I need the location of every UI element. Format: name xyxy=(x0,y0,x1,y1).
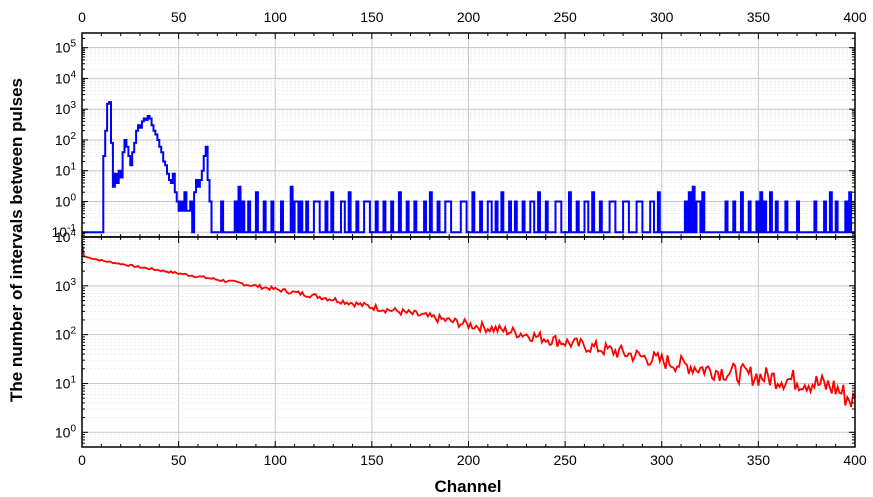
series-line xyxy=(82,101,855,234)
x-tick-label: 300 xyxy=(650,452,674,468)
y-tick-label: 100 xyxy=(55,423,77,440)
top-x-tick-label: 200 xyxy=(457,9,481,25)
x-tick-label: 250 xyxy=(553,452,577,468)
x-tick-label: 0 xyxy=(78,452,86,468)
y-tick-label: 104 xyxy=(55,228,77,245)
x-tick-label: 50 xyxy=(171,452,187,468)
data-layer xyxy=(81,101,856,408)
top-x-tick-label: 0 xyxy=(78,9,86,25)
top-x-tick-label: 50 xyxy=(171,9,187,25)
x-axis-label: Channel xyxy=(434,477,501,496)
y-tick-label: 103 xyxy=(55,277,77,294)
series-line xyxy=(81,241,856,408)
y-tick-label: 101 xyxy=(55,162,77,179)
top-x-tick-label: 250 xyxy=(553,9,577,25)
x-tick-label: 400 xyxy=(843,452,867,468)
x-tick-label: 150 xyxy=(360,452,384,468)
top-x-tick-label: 100 xyxy=(264,9,288,25)
x-tick-label: 100 xyxy=(264,452,288,468)
y-tick-label: 103 xyxy=(55,100,77,117)
x-tick-label: 200 xyxy=(457,452,481,468)
y-tick-label: 100 xyxy=(55,192,77,209)
y-tick-label: 102 xyxy=(55,326,77,343)
y-tick-label: 105 xyxy=(55,39,77,56)
y-tick-label: 10-1 xyxy=(52,223,77,240)
top-x-tick-label: 400 xyxy=(843,9,867,25)
y-axis-label: The number of intervals between pulses xyxy=(7,78,26,402)
y-tick-label: 101 xyxy=(55,374,77,391)
x-tick-label: 350 xyxy=(747,452,771,468)
y-tick-label: 102 xyxy=(55,131,77,148)
tick-layer: 10-1 100 101 102 103 104 105 100 101 102 103 104 0 50… xyxy=(52,9,867,468)
top-x-tick-label: 300 xyxy=(650,9,674,25)
top-x-tick-label: 350 xyxy=(747,9,771,25)
top-x-tick-label: 150 xyxy=(360,9,384,25)
y-tick-label: 104 xyxy=(55,69,77,86)
